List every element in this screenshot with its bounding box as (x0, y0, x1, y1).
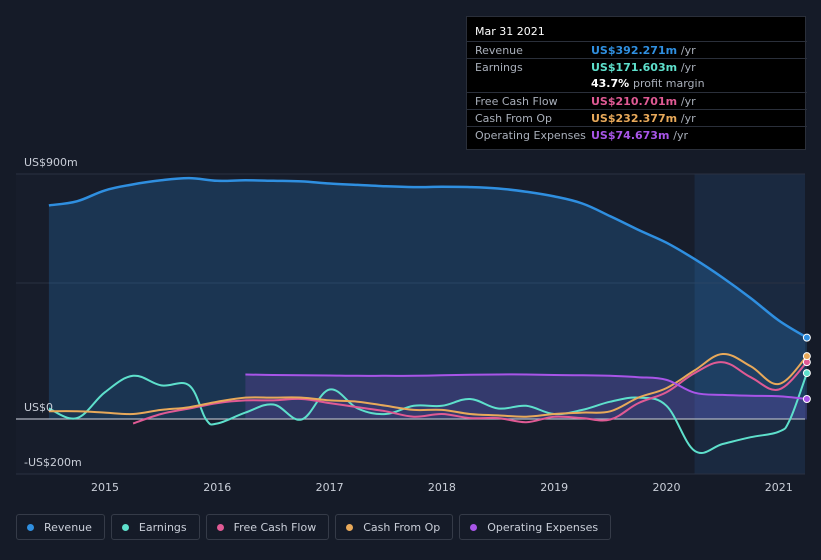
tooltip-value: US$232.377m /yr (591, 112, 696, 125)
series-endpoint-revenue (802, 333, 811, 342)
plot-background (16, 174, 805, 474)
series-endpoint-operating-expenses (802, 395, 811, 403)
series-endpoint-earnings (802, 369, 811, 378)
tooltip-value: US$74.673m /yr (591, 129, 689, 142)
legend: Revenue Earnings Free Cash Flow Cash Fro… (16, 514, 612, 542)
tooltip-row-profit-margin: 43.7% profit margin (467, 75, 807, 92)
series-line-earnings (48, 372, 808, 454)
tooltip-label: Cash From Op (475, 112, 553, 125)
x-tick-label: 2015 (91, 481, 119, 494)
tooltip: Mar 31 2021 Revenue US$392.271m /yr Earn… (466, 16, 807, 150)
tooltip-row-revenue: Revenue US$392.271m /yr (467, 41, 807, 58)
series-line-operating-expenses (245, 373, 807, 400)
series-area-revenue (48, 178, 807, 420)
tooltip-row-operating-expenses: Operating Expenses US$74.673m /yr (467, 126, 807, 143)
x-tick-label: 2020 (653, 481, 681, 494)
series-line-revenue (48, 176, 808, 339)
series-endpoint-cash-from-op (802, 352, 811, 361)
x-tick-label: 2021 (765, 481, 793, 494)
x-tick-label: 2018 (428, 481, 456, 494)
tooltip-value: US$210.701m /yr (591, 95, 696, 108)
legend-item-revenue[interactable]: Revenue (16, 514, 105, 540)
x-axis-ticks: 2015 2016 2017 2018 2019 2020 2021 (91, 481, 793, 494)
tooltip-row-free-cash-flow: Free Cash Flow US$210.701m /yr (467, 92, 807, 109)
legend-label: Operating Expenses (487, 520, 599, 534)
forecast-highlight-band (694, 174, 805, 474)
x-tick-label: 2016 (203, 481, 231, 494)
legend-dot-icon (470, 523, 478, 531)
legend-label: Earnings (138, 520, 187, 534)
series-lines (48, 176, 808, 454)
y-label-top: US$900m (24, 156, 78, 169)
tooltip-row-earnings: Earnings US$171.603m /yr (467, 58, 807, 75)
series-line-cash-from-op (48, 352, 808, 418)
legend-item-earnings[interactable]: Earnings (110, 514, 200, 540)
legend-dot-icon (346, 523, 354, 531)
legend-item-cash-from-op[interactable]: Cash From Op (335, 514, 454, 540)
series-endpoints (802, 333, 811, 403)
x-tick-label: 2019 (540, 481, 568, 494)
tooltip-row-cash-from-op: Cash From Op US$232.377m /yr (467, 109, 807, 126)
tooltip-label: Operating Expenses (475, 129, 586, 142)
y-label-zero: US$0 (24, 401, 54, 414)
series-area-operating-expenses (245, 374, 807, 420)
legend-label: Free Cash Flow (233, 520, 317, 534)
tooltip-value: US$171.603m /yr (591, 61, 696, 74)
legend-label: Revenue (44, 520, 92, 534)
legend-dot-icon (27, 523, 34, 531)
tooltip-label: Free Cash Flow (475, 95, 558, 108)
tooltip-profit-margin: 43.7% profit margin (591, 77, 705, 90)
x-tick-label: 2017 (316, 481, 344, 494)
series-line-free-cash-flow (132, 361, 808, 425)
legend-item-free-cash-flow[interactable]: Free Cash Flow (205, 514, 330, 540)
tooltip-value: US$392.271m /yr (591, 44, 696, 57)
legend-dot-icon (121, 523, 129, 531)
tooltip-label: Earnings (475, 61, 523, 74)
series-areas (48, 178, 807, 420)
legend-label: Cash From Op (363, 520, 441, 534)
legend-item-operating-expenses[interactable]: Operating Expenses (459, 514, 612, 540)
y-label-bottom: -US$200m (24, 456, 82, 469)
legend-dot-icon (216, 523, 224, 531)
tooltip-date: Mar 31 2021 (475, 25, 545, 38)
tooltip-label: Revenue (475, 44, 523, 57)
